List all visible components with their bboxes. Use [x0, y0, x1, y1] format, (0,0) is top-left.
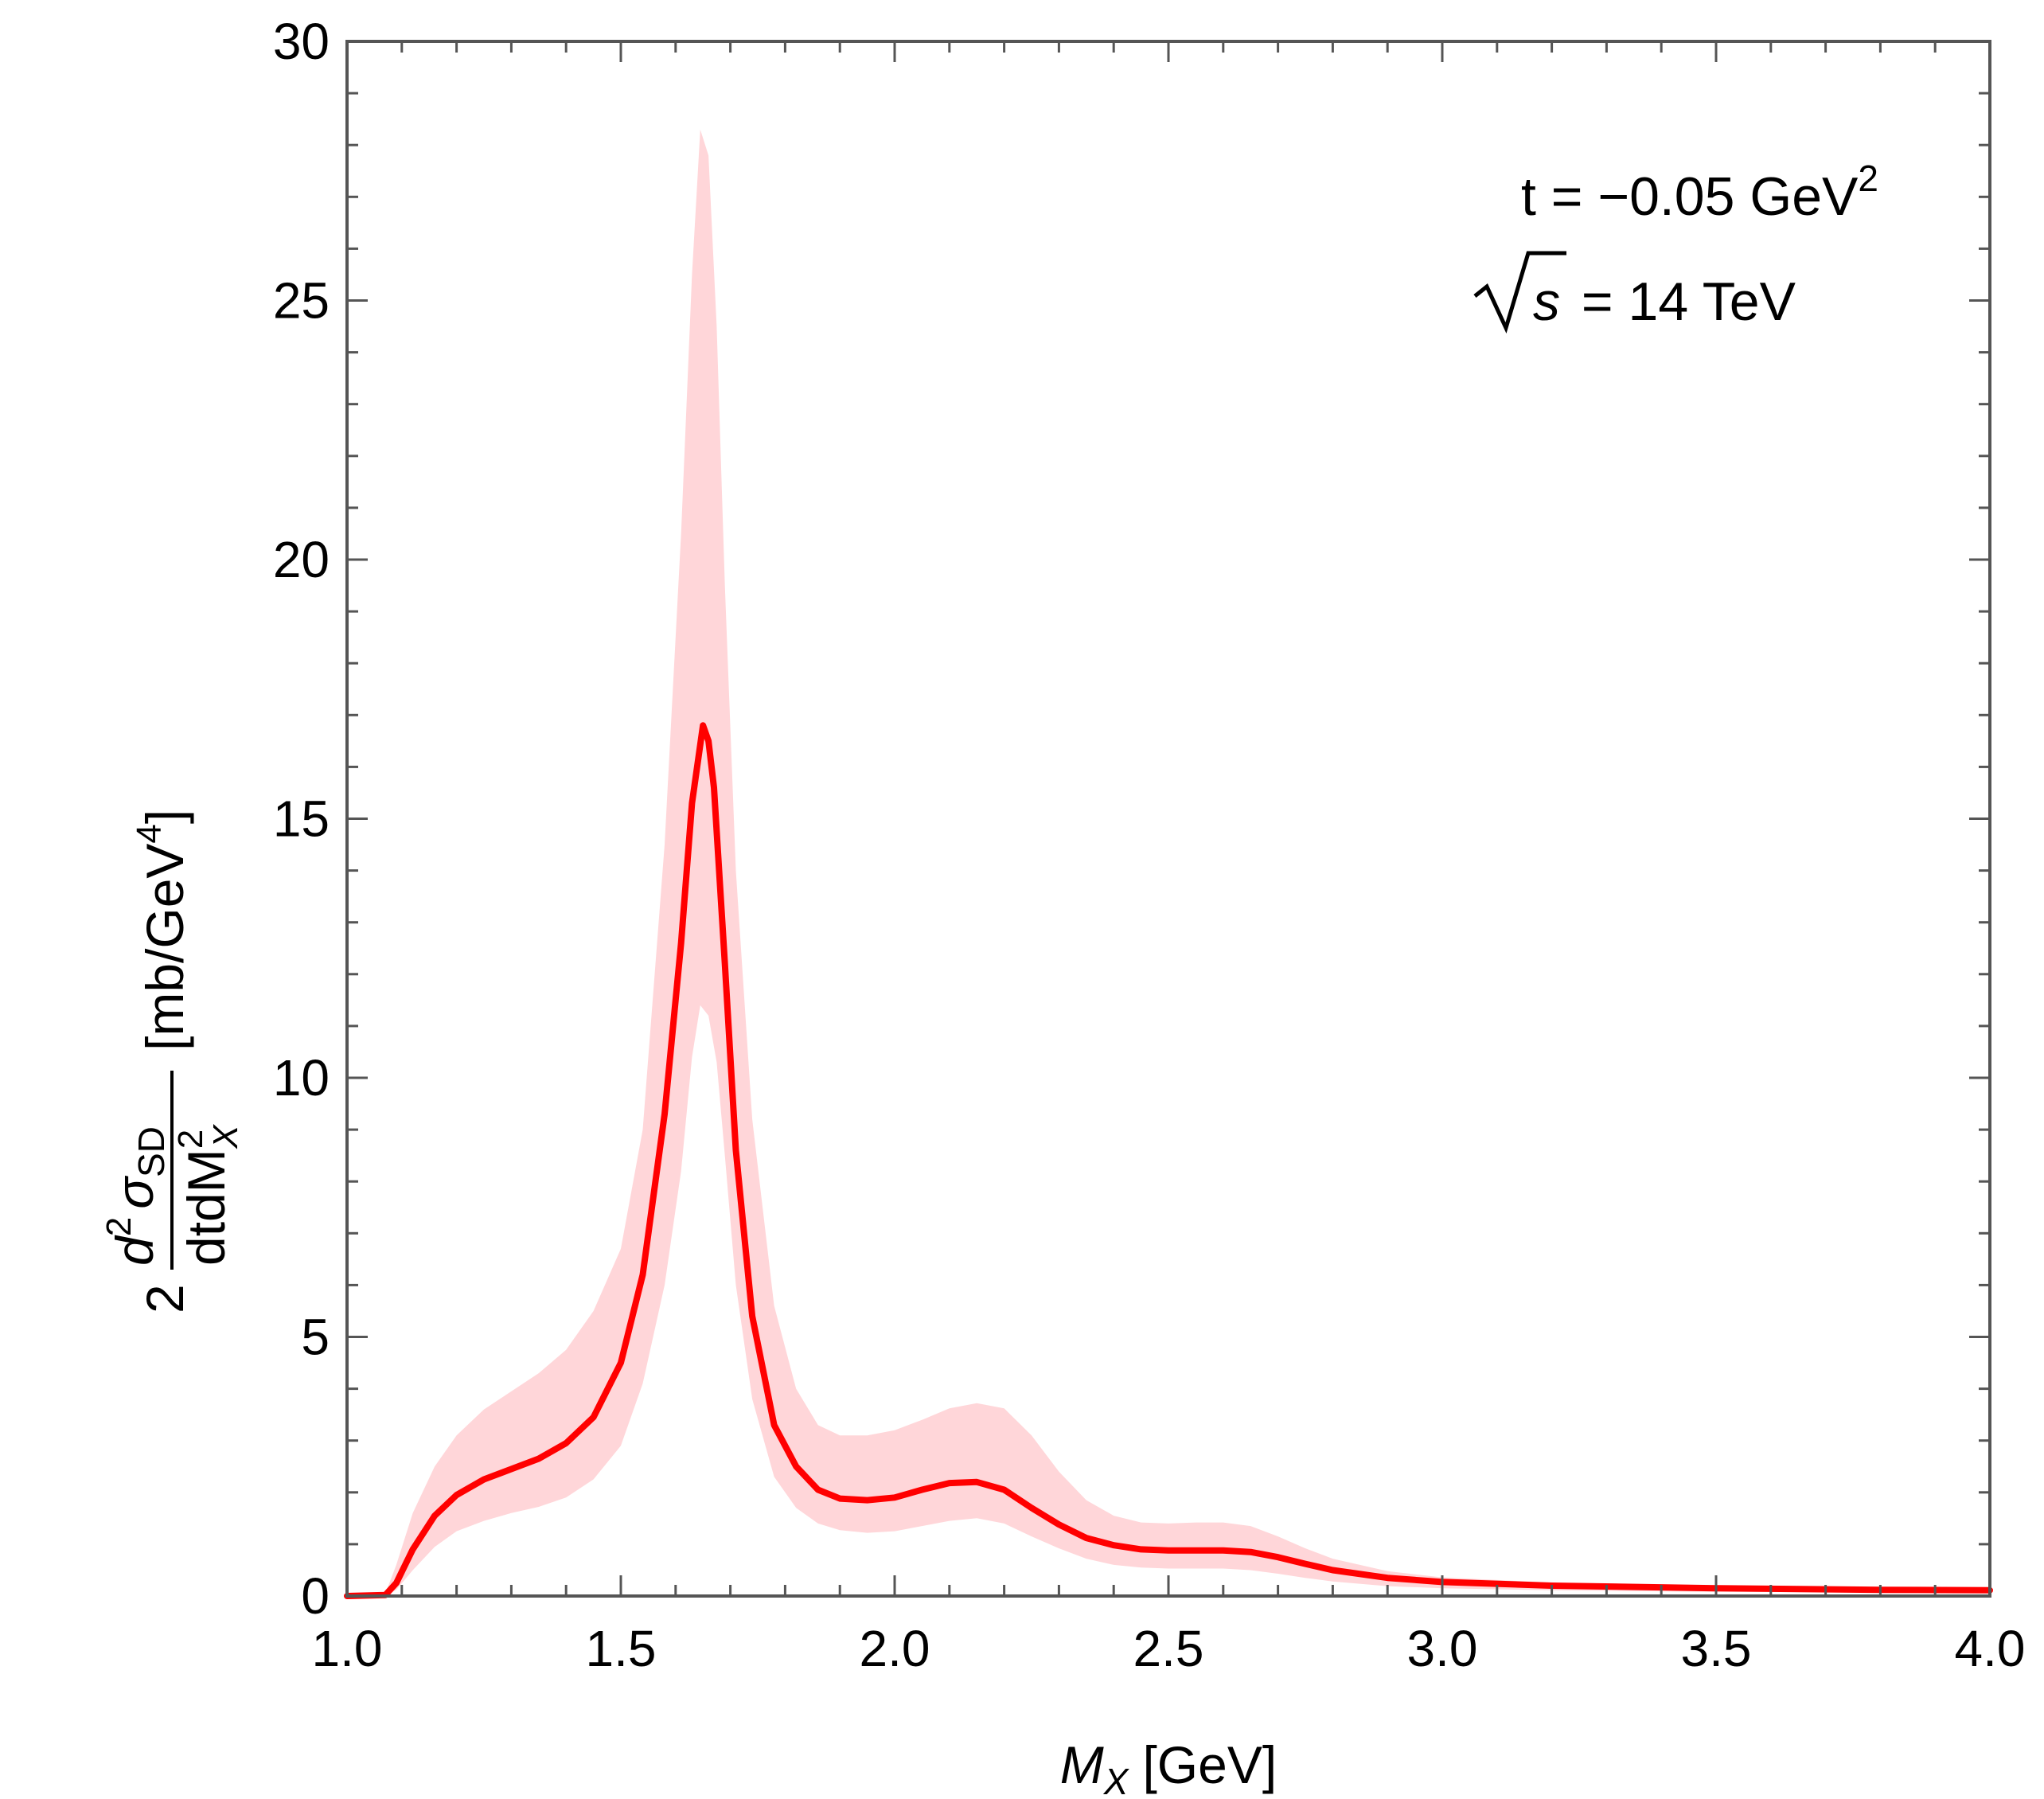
x-tick-label: 3.5 — [1681, 1620, 1752, 1677]
y-axis-unit: [mb/GeV4] — [130, 810, 194, 1051]
y-unit-open: [mb/GeV — [135, 844, 194, 1051]
x-tick-label: 2.0 — [860, 1620, 930, 1677]
annotation-t-exponent: 2 — [1858, 158, 1878, 199]
y-num-sub: SD — [131, 1126, 172, 1177]
x-tick-label: 1.5 — [586, 1620, 657, 1677]
y-axis-denominator: dtdM2X — [171, 1124, 245, 1266]
y-tick-label: 20 — [273, 531, 330, 588]
y-unit-close: ] — [135, 810, 194, 824]
y-tick-label: 15 — [273, 790, 330, 848]
x-axis-symbol: M — [1060, 1735, 1104, 1794]
y-tick-label: 10 — [273, 1049, 330, 1106]
plot-frame — [345, 40, 1991, 1598]
annotation-t: t = −0.05 GeV2 — [1521, 158, 1878, 227]
annotation-sqrt-s: s = 14 TeV — [1473, 251, 1796, 334]
x-axis-unit: [GeV] — [1142, 1735, 1277, 1794]
x-axis-subscript: X — [1103, 1761, 1130, 1799]
axis-ticks: 1.0 1.5 2.0 2.5 3.0 3.5 4.0 0 5 10 15 20 25 30 — [273, 13, 2026, 1677]
y-unit-pow: 4 — [130, 824, 169, 843]
y-den-text: dtdM — [177, 1149, 236, 1266]
y-axis-numerator: d2 σSD — [99, 1126, 172, 1266]
y-tick-label: 0 — [301, 1567, 330, 1625]
y-num-d: d — [105, 1235, 164, 1266]
x-tick-label: 1.0 — [312, 1620, 383, 1677]
sqrt-radical — [1473, 251, 1566, 334]
central-line — [344, 722, 1993, 1599]
annotation-t-text: t = −0.05 GeV — [1521, 166, 1859, 227]
y-num-sigma: σ — [105, 1176, 164, 1209]
x-axis-title: MX [GeV] — [1060, 1735, 1277, 1799]
y-tick-label: 30 — [273, 13, 330, 70]
x-tick-label: 2.5 — [1133, 1620, 1204, 1677]
sqrt-rest: = 14 TeV — [1566, 271, 1796, 332]
x-tick-label: 3.0 — [1407, 1620, 1478, 1677]
uncertainty-band — [347, 129, 1990, 1597]
y-axis-prefix: 2 — [135, 1284, 194, 1313]
y-den-pow: 2 — [171, 1130, 210, 1149]
y-den-sub: X — [206, 1124, 245, 1149]
x-tick-label: 4.0 — [1955, 1620, 2026, 1677]
y-axis-title: 2 d2σSD dtdM2X [mb/GeV4] — [99, 810, 245, 1313]
plot-area — [344, 129, 1993, 1599]
y-num-pow: 2 — [99, 1217, 138, 1236]
sqrt-argument: s — [1533, 271, 1560, 332]
y-tick-label: 25 — [273, 272, 330, 330]
y-tick-label: 5 — [301, 1309, 330, 1366]
